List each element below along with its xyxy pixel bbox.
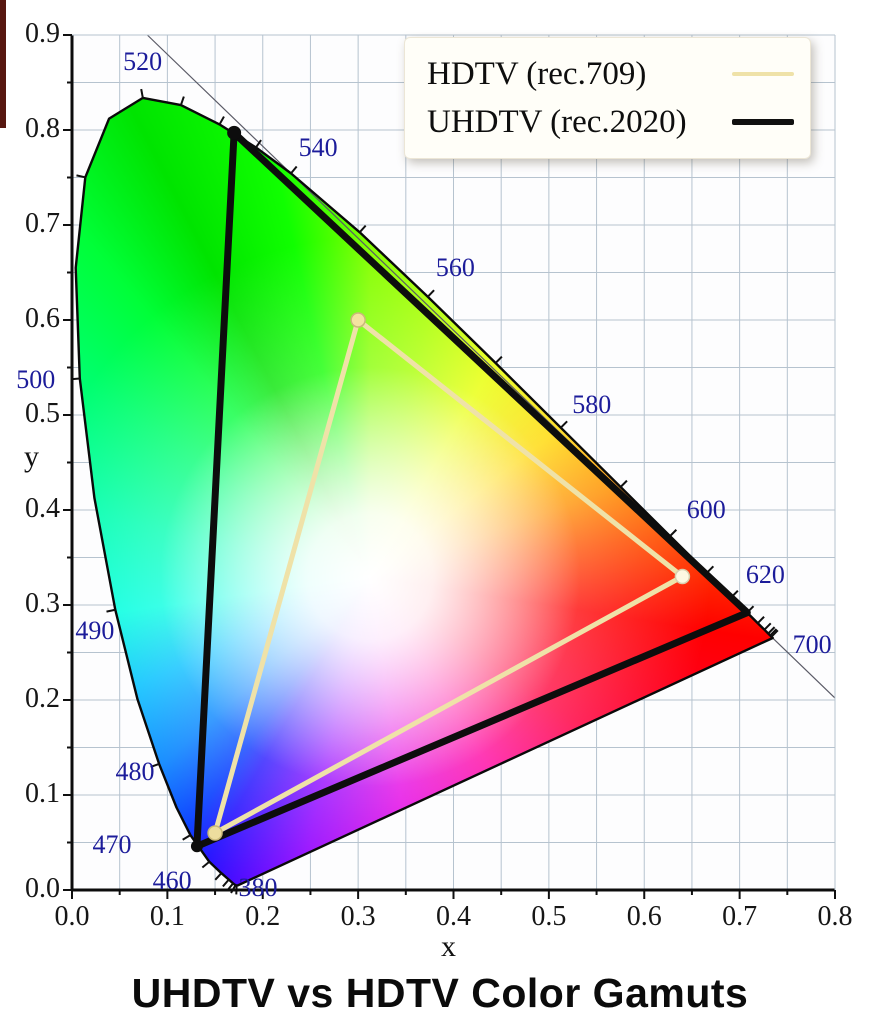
wavelength-label-480: 480 xyxy=(115,757,155,787)
y-tick-label-0.7: 0.7 xyxy=(25,208,60,239)
plot-area: 520 540 560 580 600 620 700 500 490 480 470 460 380 0… xyxy=(16,18,852,932)
wavelength-label-520: 520 xyxy=(123,46,163,76)
x-tick-label-0.1: 0.1 xyxy=(149,901,185,932)
x-tick-label-0.3: 0.3 xyxy=(340,901,376,932)
wavelength-label-620: 620 xyxy=(745,559,785,589)
locus-tick-450 xyxy=(214,872,223,881)
legend-label-uhdtv: UHDTV (rec.2020) xyxy=(427,103,687,140)
wavelength-label-580: 580 xyxy=(572,389,612,419)
legend-label-hdtv: HDTV (rec.709) xyxy=(427,55,647,92)
locus-tick-535 xyxy=(255,139,262,149)
wavelength-label-490: 490 xyxy=(75,615,115,645)
locus-tick-570 xyxy=(494,355,503,364)
locus-tick-550 xyxy=(358,224,367,233)
y-tick-label-0.4: 0.4 xyxy=(25,493,60,524)
x-tick-label-0.6: 0.6 xyxy=(626,901,662,932)
x-axis-title: x xyxy=(441,930,456,963)
y-tick-label-0.3: 0.3 xyxy=(25,588,60,619)
wavelength-label-600: 600 xyxy=(686,495,726,524)
locus-tick-420 xyxy=(230,884,237,894)
locus-tick-660 xyxy=(767,626,776,635)
x-tick-label-0.2: 0.2 xyxy=(245,901,281,932)
locus-tick-540 xyxy=(290,165,298,175)
y-tick-label-0.1: 0.1 xyxy=(25,778,60,809)
legend-item-hdtv: HDTV (rec.709) xyxy=(427,50,794,98)
chart-title: UHDTV vs HDTV Color Gamuts xyxy=(131,970,749,1016)
x-tick-label-0.8: 0.8 xyxy=(817,901,853,932)
legend-item-uhdtv: UHDTV (rec.2020) xyxy=(427,98,794,146)
locus-tick-460 xyxy=(201,861,210,869)
locus-tick-650 xyxy=(763,622,772,631)
y-tick-label-0.0: 0.0 xyxy=(25,873,60,904)
wavelength-label-470: 470 xyxy=(92,830,132,860)
x-tick-label-0.0: 0.0 xyxy=(54,901,90,932)
legend: HDTV (rec.709) UHDTV (rec.2020) xyxy=(404,37,811,159)
locus-tick-600 xyxy=(669,529,678,537)
x-tick-label-0.4: 0.4 xyxy=(436,901,471,932)
locus-tick-670 xyxy=(769,628,778,637)
locus-tick-640 xyxy=(757,616,765,624)
wavelength-label-560: 560 xyxy=(435,252,475,282)
x-tick-label-0.7: 0.7 xyxy=(722,901,758,932)
locus-tick-590 xyxy=(619,479,628,488)
wavelength-label-460: 460 xyxy=(152,865,192,895)
wavelength-label-700: 700 xyxy=(792,629,832,659)
locus-tick-430 xyxy=(226,882,234,892)
locus-tick-520 xyxy=(140,88,144,99)
wavelength-label-540: 540 xyxy=(298,133,338,163)
locus-tick-630 xyxy=(746,605,755,614)
legend-swatch-hdtv xyxy=(732,72,794,76)
wavelength-label-500: 500 xyxy=(16,364,56,394)
chromaticity-horseshoe xyxy=(72,35,835,890)
locus-tick-470 xyxy=(182,834,191,841)
y-tick-label-0.8: 0.8 xyxy=(25,113,60,144)
y-tick-label-0.6: 0.6 xyxy=(25,303,60,334)
locus-tick-490 xyxy=(106,608,116,613)
locus-tick-530 xyxy=(218,116,225,125)
locus-tick-560 xyxy=(427,289,435,298)
y-tick-label-0.5: 0.5 xyxy=(25,398,60,429)
locus-tick-500 xyxy=(70,377,80,381)
legend-swatch-uhdtv xyxy=(732,119,794,125)
locus-tick-525 xyxy=(179,96,185,106)
locus-tick-680 xyxy=(770,629,779,638)
locus-tick-440 xyxy=(222,878,230,888)
locus-tick-620 xyxy=(730,590,739,598)
locus-tick-610 xyxy=(706,565,715,574)
y-tick-label-0.2: 0.2 xyxy=(25,683,60,714)
locus-tick-510 xyxy=(76,174,86,179)
y-tick-label-0.9: 0.9 xyxy=(25,18,60,49)
locus-tick-480 xyxy=(150,762,160,768)
y-axis-title: y xyxy=(24,440,39,473)
locus-tick-580 xyxy=(560,420,568,429)
x-tick-label-0.5: 0.5 xyxy=(531,901,567,932)
left-edge-artifact xyxy=(0,0,6,128)
